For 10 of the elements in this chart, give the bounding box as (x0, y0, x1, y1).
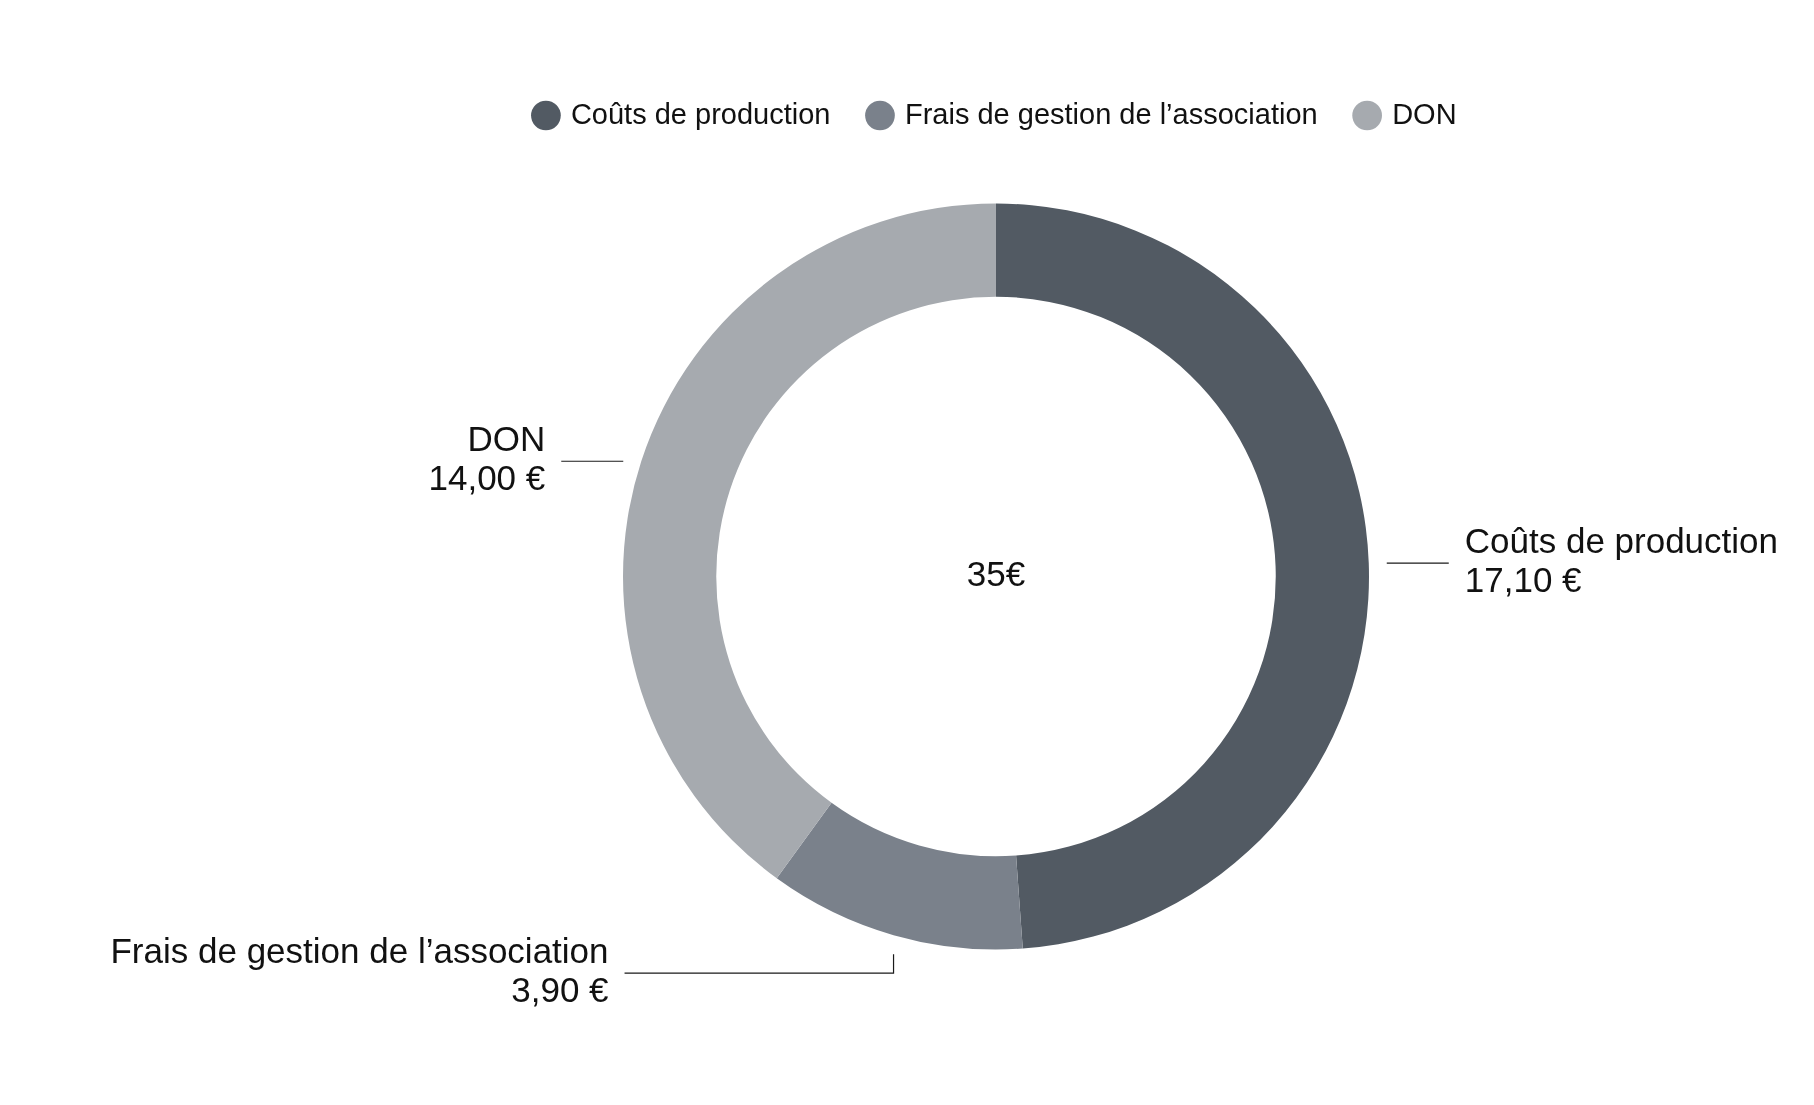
legend-label: Coûts de production (570, 97, 831, 130)
text: 35€ (966, 554, 1026, 594)
data-label: 3,90 € (511, 970, 609, 1010)
slice-label: DON (467, 419, 546, 459)
slice-label: Frais de gestion de l’association (110, 931, 609, 971)
slice-label: Coûts de production (1464, 521, 1779, 561)
data-label: 17,10 € (1464, 560, 1582, 600)
legend-label: DON (1392, 97, 1457, 130)
data-label: 14,00 € (428, 458, 546, 498)
legend-label: Frais de gestion de l’association (904, 97, 1318, 130)
